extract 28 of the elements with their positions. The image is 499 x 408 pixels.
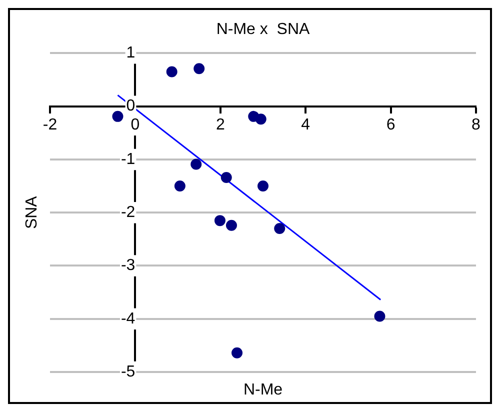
point	[255, 114, 266, 125]
point	[174, 180, 186, 192]
point	[220, 172, 232, 184]
x-tick-label: 8	[472, 116, 481, 134]
point	[194, 63, 205, 74]
y-tick-label: -2	[120, 204, 136, 222]
y-tick-label: -1	[120, 150, 136, 168]
x-tick-label: 6	[386, 116, 396, 134]
point	[214, 215, 226, 226]
y-tick-label: -4	[120, 310, 136, 328]
x-tick-label: 4	[301, 116, 310, 134]
chart-title: N-Me x SNA	[216, 21, 310, 38]
x-axis-title: N-Me	[243, 381, 283, 398]
y-tick-label: 0	[126, 98, 136, 115]
y-tick-label: -5	[120, 363, 136, 380]
point	[258, 180, 268, 192]
x-tick-label: 2	[216, 116, 225, 134]
point	[232, 347, 243, 358]
point	[166, 66, 178, 78]
point	[190, 158, 202, 170]
y-axis-title: SNA	[23, 196, 40, 230]
point	[112, 110, 124, 122]
point	[274, 223, 286, 234]
x-tick-label: -2	[42, 116, 58, 134]
y-tick-label: -3	[120, 257, 136, 274]
point	[374, 310, 386, 322]
point	[226, 220, 237, 231]
y-tick-label: 1	[126, 44, 136, 62]
